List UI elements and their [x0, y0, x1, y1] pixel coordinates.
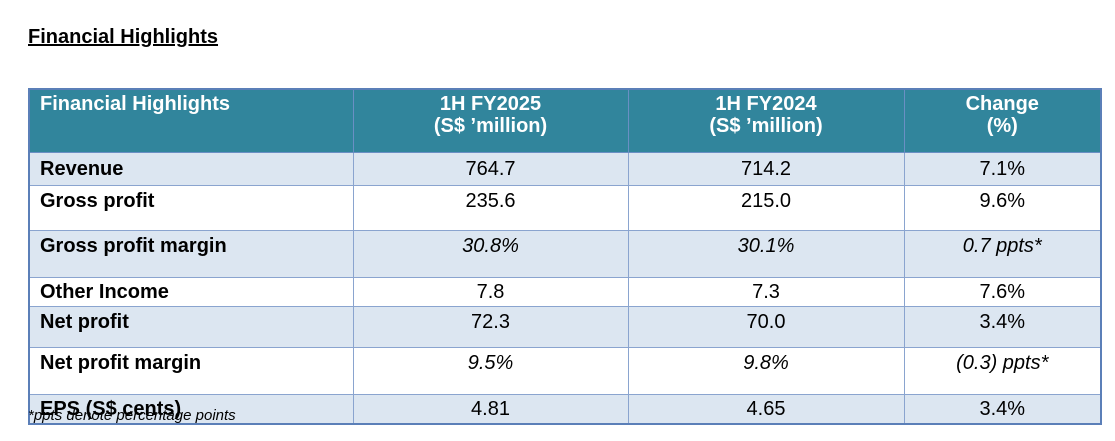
- header-unit: (S$ ’million): [709, 115, 823, 137]
- cell-fy2025: 30.8%: [352, 230, 629, 278]
- cell-fy2024: 7.3: [627, 277, 905, 307]
- cell-fy2025: 235.6: [352, 185, 629, 231]
- section-heading: Financial Highlights: [28, 26, 219, 48]
- cell-fy2024: 215.0: [627, 185, 905, 231]
- cell-fy2025: 9.5%: [352, 347, 629, 395]
- header-1h-fy2024: 1H FY2024 (S$ ’million): [627, 88, 905, 153]
- header-change-label: Change: [965, 93, 1039, 115]
- cell-change: 3.4%: [903, 394, 1102, 425]
- row-label: Gross profit: [28, 185, 354, 231]
- header-financial-highlights: Financial Highlights: [28, 88, 354, 153]
- table-row: Net profit 72.3 70.0 3.4%: [28, 306, 1102, 348]
- table-row: Net profit margin 9.5% 9.8% (0.3) ppts*: [28, 347, 1102, 395]
- table-row: Other Income 7.8 7.3 7.6%: [28, 277, 1102, 307]
- cell-change: (0.3) ppts*: [903, 347, 1102, 395]
- table-row: Gross profit 235.6 215.0 9.6%: [28, 185, 1102, 231]
- table-row: Revenue 764.7 714.2 7.1%: [28, 152, 1102, 186]
- row-label: Gross profit margin: [28, 230, 354, 278]
- table-row: Gross profit margin 30.8% 30.1% 0.7 ppts…: [28, 230, 1102, 278]
- row-label: Net profit: [28, 306, 354, 348]
- cell-fy2024: 9.8%: [627, 347, 905, 395]
- cell-change: 7.6%: [903, 277, 1102, 307]
- footnote: *ppts denote percentage points: [28, 407, 236, 424]
- cell-fy2025: 4.81: [352, 394, 629, 425]
- cell-fy2025: 764.7: [352, 152, 629, 186]
- cell-fy2025: 7.8: [352, 277, 629, 307]
- header-1h-fy2025: 1H FY2025 (S$ ’million): [352, 88, 629, 153]
- row-label: EPS (S$ cents): [28, 394, 354, 425]
- cell-change: 0.7 ppts*: [903, 230, 1102, 278]
- cell-fy2024: 4.65: [627, 394, 905, 425]
- cell-fy2024: 30.1%: [627, 230, 905, 278]
- header-period: 1H FY2025: [439, 93, 542, 115]
- table-header-row: Financial Highlights 1H FY2025 (S$ ’mill…: [28, 88, 1102, 153]
- row-label: Revenue: [28, 152, 354, 186]
- cell-fy2024: 70.0: [627, 306, 905, 348]
- header-change-unit: (%): [986, 115, 1018, 137]
- cell-fy2024: 714.2: [627, 152, 905, 186]
- row-label: Other Income: [28, 277, 354, 307]
- cell-fy2025: 72.3: [352, 306, 629, 348]
- table-row: EPS (S$ cents) 4.81 4.65 3.4%: [28, 394, 1102, 425]
- header-change: Change (%): [903, 88, 1102, 153]
- header-label: Financial Highlights: [40, 93, 231, 115]
- cell-change: 3.4%: [903, 306, 1102, 348]
- row-label: Net profit margin: [28, 347, 354, 395]
- cell-change: 7.1%: [903, 152, 1102, 186]
- cell-change: 9.6%: [903, 185, 1102, 231]
- financial-highlights-table: Financial Highlights 1H FY2025 (S$ ’mill…: [28, 88, 1102, 425]
- header-period: 1H FY2024: [715, 93, 817, 115]
- header-unit: (S$ ’million): [433, 115, 548, 137]
